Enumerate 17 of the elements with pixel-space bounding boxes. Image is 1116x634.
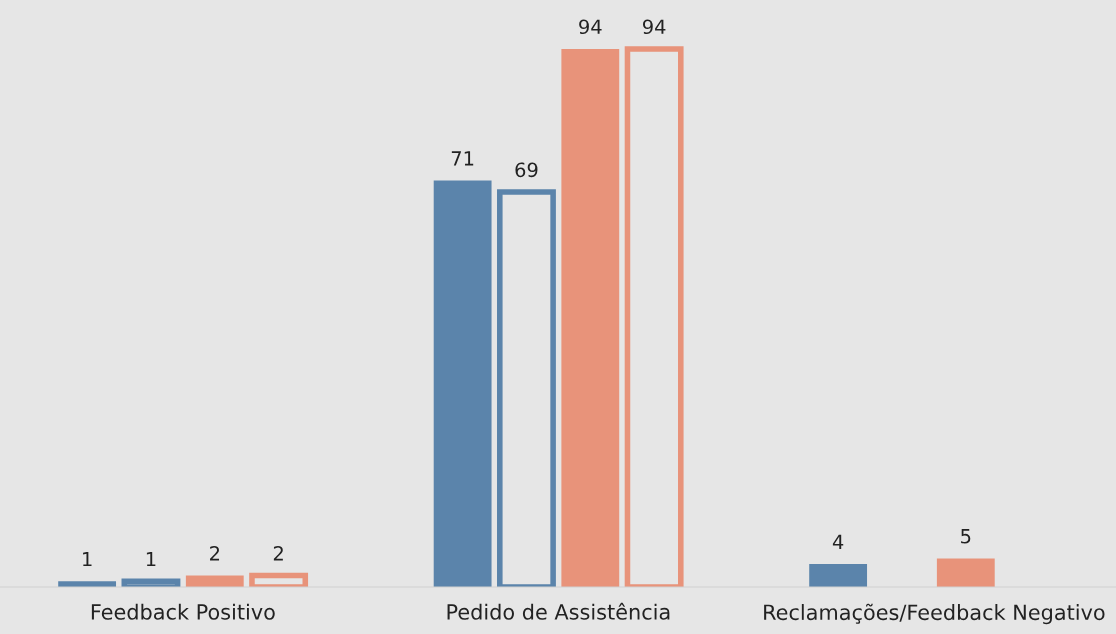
- bar: [433, 180, 492, 587]
- bar: [561, 48, 620, 587]
- data-label: 69: [515, 162, 538, 178]
- bar: [936, 558, 995, 587]
- x-tick-label: Feedback Positivo: [91, 603, 275, 620]
- bar: [809, 564, 868, 587]
- data-label: 2: [273, 545, 283, 561]
- data-label: 5: [961, 529, 971, 544]
- x-tick-label: Pedido de Assistência: [447, 602, 670, 620]
- x-tick-label: Reclamações/Feedback Negativo: [764, 603, 1105, 625]
- data-label: 94: [642, 19, 666, 35]
- data-label: 94: [579, 19, 602, 35]
- data-label: 1: [83, 551, 92, 567]
- data-label: 4: [832, 534, 844, 549]
- data-label: 71: [451, 151, 474, 166]
- data-label: 1: [146, 551, 156, 567]
- data-label: 2: [210, 545, 220, 561]
